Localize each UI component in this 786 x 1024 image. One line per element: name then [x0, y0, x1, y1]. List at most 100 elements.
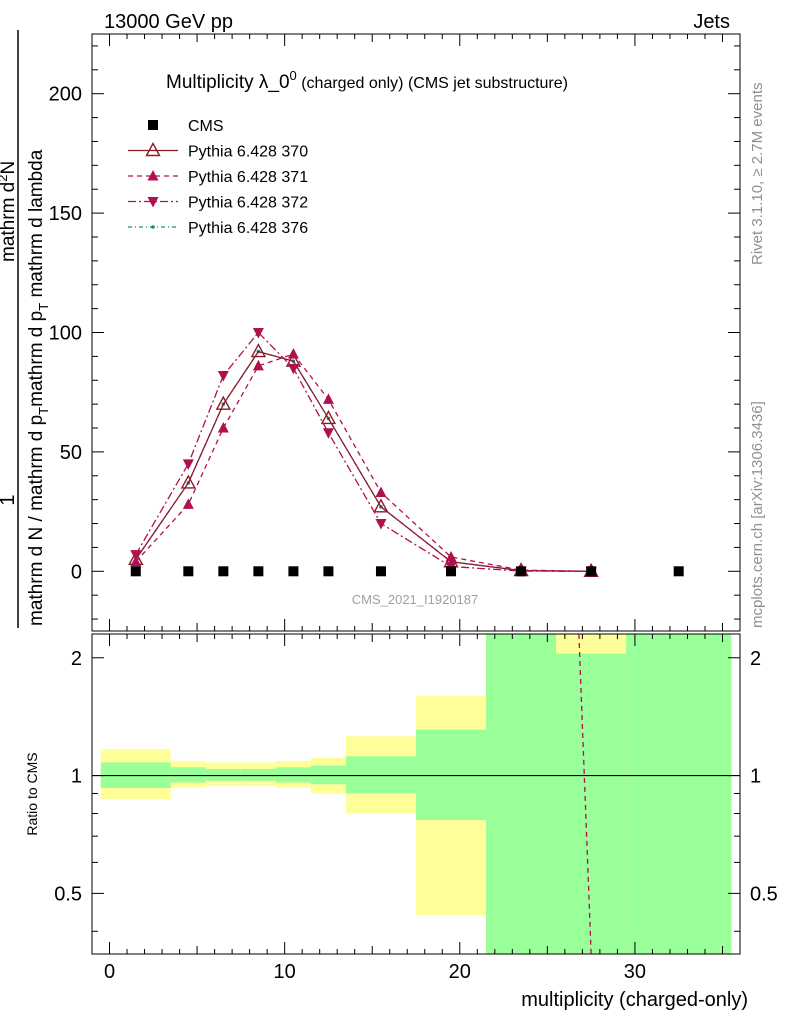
legend-marker: [148, 120, 158, 130]
ratio-axis-ticks: [92, 634, 740, 954]
y-label-numerator: mathrm d2N: [0, 161, 19, 262]
legend-label: CMS: [188, 118, 224, 135]
y-label-numerator-one: 1: [0, 494, 19, 505]
data-point: [375, 486, 387, 497]
legend-item: Pythia 6.428 372: [128, 195, 308, 212]
ratio-plot-panel: 0.5 0.5 1 1 2 2 0 10 20 30: [54, 633, 778, 983]
data-point: [375, 566, 386, 577]
data-point: [182, 498, 194, 509]
series-line: [135, 350, 592, 572]
legend-item: Pythia 6.428 376: [128, 220, 308, 237]
data-point: [586, 566, 597, 577]
legend-marker: [145, 142, 161, 157]
y-label-denominator: mathrm d N / mathrm d pTmathrm d pT math…: [26, 149, 51, 626]
data-point: [215, 395, 232, 410]
main-y-tick-label: 200: [49, 84, 82, 106]
ratio-y-tick-label-right: 0.5: [750, 883, 778, 905]
data-point: [322, 393, 334, 404]
legend-item: CMS: [148, 118, 224, 135]
ratio-band-green: [345, 756, 416, 794]
series-pythia-6-428-371: [130, 347, 597, 576]
ratio-y-tick-label-right: 2: [750, 648, 761, 670]
main-y-tick-label: 50: [60, 442, 82, 464]
data-point: [250, 343, 267, 358]
x-axis-label: multiplicity (charged-only): [521, 989, 748, 1011]
mcplots-credit-label: mcplots.cern.ch [arXiv:1306.3436]: [749, 401, 766, 628]
ratio-y-tick-label: 0.5: [54, 883, 82, 905]
x-tick-label: 30: [624, 961, 646, 983]
data-point: [217, 422, 229, 433]
data-point: [375, 519, 387, 530]
ratio-frame: [91, 633, 741, 955]
series-line: [135, 331, 592, 572]
data-point: [130, 555, 142, 567]
data-point: [253, 566, 264, 577]
series-line: [135, 353, 592, 572]
data-point: [323, 566, 334, 577]
main-y-tick-label: 150: [49, 203, 82, 225]
data-point: [446, 566, 457, 577]
data-point: [252, 328, 264, 339]
data-point: [287, 363, 299, 375]
ratio-band-green: [275, 767, 311, 783]
data-point: [320, 409, 337, 425]
data-point: [217, 370, 229, 382]
data-point: [322, 428, 334, 439]
series-pythia-6-428-372: [130, 328, 597, 578]
main-plot-panel: 0 50 100 150 200 Multiplicity λ_00 (charged …: [49, 33, 741, 632]
data-point: [673, 566, 684, 577]
data-point: [180, 474, 196, 489]
ratio-band-green: [205, 768, 241, 781]
legend-marker: [147, 170, 159, 181]
data-point: [130, 550, 142, 561]
data-point: [373, 498, 389, 513]
ratio-band-green: [170, 767, 206, 783]
data-point: [218, 566, 229, 577]
legend-label: Pythia 6.428 371: [188, 169, 308, 186]
rivet-version-label: Rivet 3.1.10, ≥ 2.7M events: [749, 83, 766, 266]
ratio-y-axis-label: Ratio to CMS: [24, 752, 40, 835]
legend-item: Pythia 6.428 370: [128, 142, 308, 161]
legend-label: Pythia 6.428 372: [188, 195, 308, 212]
x-tick-label: 0: [104, 961, 115, 983]
data-point: [445, 550, 457, 562]
legend-marker: [151, 225, 155, 229]
main-y-tick-label: 0: [71, 561, 82, 583]
ratio-y-tick-label-right: 1: [750, 766, 761, 788]
chart-title: Multiplicity λ_00 (charged only) (CMS je…: [166, 68, 568, 93]
legend-item: Pythia 6.428 371: [128, 169, 308, 186]
header-left: 13000 GeV pp: [104, 11, 233, 33]
x-tick-label: 20: [449, 961, 471, 983]
data-point: [516, 566, 527, 577]
chart-legend: CMS Pythia 6.428 370 Pythia 6.428 371 Pythi…: [128, 118, 308, 237]
ratio-y-tick-labels: 0.5 0.5 1 1 2 2: [54, 648, 778, 906]
ratio-band-green: [240, 768, 276, 781]
ratio-y-tick-label: 1: [71, 766, 82, 788]
main-y-axis-label: 1 mathrm d N / mathrm d pTmathrm d pT ma…: [0, 30, 51, 628]
ratio-band-green: [416, 729, 487, 820]
ratio-band-green: [626, 634, 732, 954]
data-point: [183, 566, 194, 577]
ratio-x-tick-labels: 0 10 20 30: [104, 961, 646, 983]
ratio-y-tick-label: 2: [71, 648, 82, 670]
legend-label: Pythia 6.428 376: [188, 220, 308, 237]
ratio-band-green: [556, 653, 627, 954]
analysis-watermark: CMS_2021_I1920187: [352, 592, 479, 607]
series-cms: [130, 566, 684, 577]
data-point: [130, 566, 141, 577]
main-series-group: [128, 328, 684, 578]
x-tick-label: 10: [274, 961, 296, 983]
legend-marker: [147, 197, 159, 208]
data-point: [182, 459, 194, 470]
ratio-uncertainty-bands: [92, 634, 740, 954]
legend-label: Pythia 6.428 370: [188, 144, 308, 161]
data-point: [287, 347, 299, 359]
data-point: [288, 566, 299, 577]
main-axis-ticks: [92, 34, 740, 631]
ratio-band-green: [486, 634, 557, 954]
data-point: [252, 359, 264, 371]
main-y-tick-labels: 0 50 100 150 200: [49, 84, 82, 584]
header-right: Jets: [693, 11, 730, 33]
main-y-tick-label: 100: [49, 323, 82, 345]
